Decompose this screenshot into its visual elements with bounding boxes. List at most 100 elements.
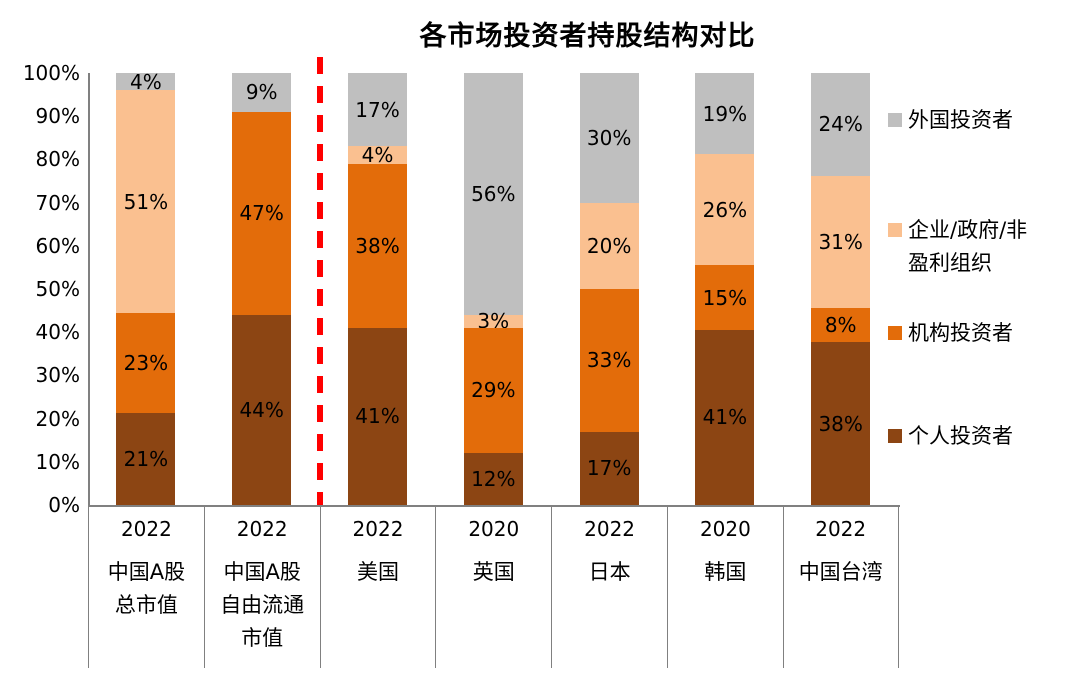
bar-segment-label: 31% <box>818 229 863 254</box>
bar-segment-label: 19% <box>702 101 748 126</box>
bar-segment: 20% <box>579 202 639 289</box>
bar-segment-label: 8% <box>824 313 857 338</box>
category-cell: 2022 美国 <box>319 505 436 668</box>
legend-label: 企业/政府/非 盈利组织 <box>908 214 1027 280</box>
bar-segment: 38% <box>348 163 407 328</box>
bar-segment-label: 38% <box>818 411 863 436</box>
bar-segment: 31% <box>811 175 871 309</box>
category-year-label: 2022 <box>815 517 867 541</box>
legend-swatch <box>888 429 902 443</box>
category-name-label: 日本 <box>552 556 667 589</box>
legend-label: 外国投资者 <box>908 104 1013 137</box>
bar-segment: 15% <box>695 265 755 330</box>
legend-label-line: 机构投资者 <box>908 321 1013 345</box>
bar-segment-label: 20% <box>586 233 632 258</box>
bar-segment: 47% <box>232 111 292 315</box>
bar-segment: 26% <box>695 154 755 266</box>
bar-segment-label: 33% <box>586 348 632 373</box>
bar-column: 9% 47% 44% <box>232 73 292 505</box>
bar-segment: 12% <box>463 453 523 505</box>
category-name-label: 中国A股自由流通市值 <box>205 556 320 655</box>
category-year-label: 2022 <box>120 517 172 541</box>
category-year-label: 2022 <box>584 517 636 541</box>
category-name-line: 中国A股 <box>107 560 186 584</box>
bar-segment-label: 47% <box>239 201 284 226</box>
legend-item: 外国投资者 <box>888 104 1013 137</box>
legend-item: 机构投资者 <box>888 317 1013 350</box>
legend-swatch <box>888 113 902 127</box>
bar-segment-label: 30% <box>586 125 632 150</box>
bar-segment-label: 26% <box>702 197 748 222</box>
legend-label: 机构投资者 <box>908 317 1013 350</box>
category-name-line: 韩国 <box>704 560 747 584</box>
y-tick-label: 10% <box>35 449 80 474</box>
bar-segment-label: 41% <box>355 404 400 429</box>
y-tick-label: 0% <box>48 493 80 517</box>
bar-segment-label: 12% <box>471 467 516 492</box>
category-name-line: 中国A股 <box>223 560 301 584</box>
bar-column: 4% 51% 23% 21% <box>116 70 176 505</box>
y-tick-label: 70% <box>35 190 80 215</box>
category-name-line: 中国台湾 <box>798 560 883 584</box>
bar-segment-label: 38% <box>355 233 400 258</box>
bar-segment-label: 24% <box>818 112 863 137</box>
category-name-line: 市值 <box>241 626 284 650</box>
bar-segment: 38% <box>811 342 871 505</box>
bar-segment: 41% <box>348 327 407 505</box>
legend-label-line: 个人投资者 <box>908 424 1013 448</box>
y-tick-label: 60% <box>35 233 80 258</box>
bar-segment: 44% <box>232 314 292 505</box>
bar-segment: 4% <box>348 143 407 167</box>
category-name-line: 英国 <box>472 560 515 584</box>
bar-segment-label: 51% <box>123 189 169 214</box>
bar-segment: 4% <box>116 70 176 94</box>
y-tick-label: 30% <box>35 363 80 388</box>
bar-segment-label: 44% <box>239 397 284 422</box>
bar-segment: 8% <box>811 308 871 343</box>
bar-segment: 17% <box>579 431 639 505</box>
category-name-label: 韩国 <box>668 556 783 589</box>
y-tick-label: 100% <box>22 61 80 85</box>
legend-swatch <box>888 326 902 340</box>
bar-segment: 21% <box>116 413 176 505</box>
bar-segment-label: 56% <box>471 181 516 206</box>
bar-segment: 33% <box>579 288 639 432</box>
category-name-line: 日本 <box>588 560 631 584</box>
bar-segment-label: 4% <box>130 69 162 94</box>
y-tick-label: 40% <box>35 320 80 345</box>
bar-segment: 41% <box>695 329 755 505</box>
bar-segment: 30% <box>579 73 639 203</box>
legend-swatch <box>888 223 902 237</box>
category-year-label: 2022 <box>236 517 288 541</box>
bar-segment: 23% <box>116 312 176 414</box>
bar-segment-label: 17% <box>586 456 632 481</box>
legend-label-line: 企业/政府/非 <box>908 218 1028 242</box>
category-cell: 2022 日本 <box>551 505 667 668</box>
legend-label-line: 盈利组织 <box>908 251 992 275</box>
y-tick-label: 20% <box>35 406 80 431</box>
bar-segment: 17% <box>348 73 407 147</box>
bar-column: 56% 3% 29% 12% <box>463 73 523 505</box>
category-cell: 2022 中国A股自由流通市值 <box>203 505 320 668</box>
bar-column: 30% 20% 33% 17% <box>579 73 639 505</box>
category-name-line: 自由流通 <box>220 593 305 617</box>
y-tick-label: 80% <box>35 147 80 172</box>
legend-item: 个人投资者 <box>888 420 1013 453</box>
bar-column: 19% 26% 15% 41% <box>695 73 755 505</box>
bar-segment: 19% <box>695 73 755 155</box>
y-tick-label: 50% <box>35 277 80 301</box>
legend-label: 个人投资者 <box>908 420 1013 453</box>
bar-segment-label: 41% <box>702 405 748 430</box>
bar-segment-label: 4% <box>361 143 394 168</box>
bar-segment: 29% <box>463 327 523 454</box>
legend-label-line: 外国投资者 <box>908 108 1013 132</box>
category-cell: 2020 英国 <box>435 505 551 668</box>
category-year-label: 2022 <box>352 517 404 541</box>
bar-segment-label: 9% <box>245 80 278 105</box>
bar-segment-label: 23% <box>123 351 169 376</box>
bar-segment-label: 29% <box>471 378 516 403</box>
category-name-label: 英国 <box>436 556 551 589</box>
chart-title: 各市场投资者持股结构对比 <box>419 21 756 52</box>
category-name-label: 中国A股 总市值 <box>89 556 204 622</box>
